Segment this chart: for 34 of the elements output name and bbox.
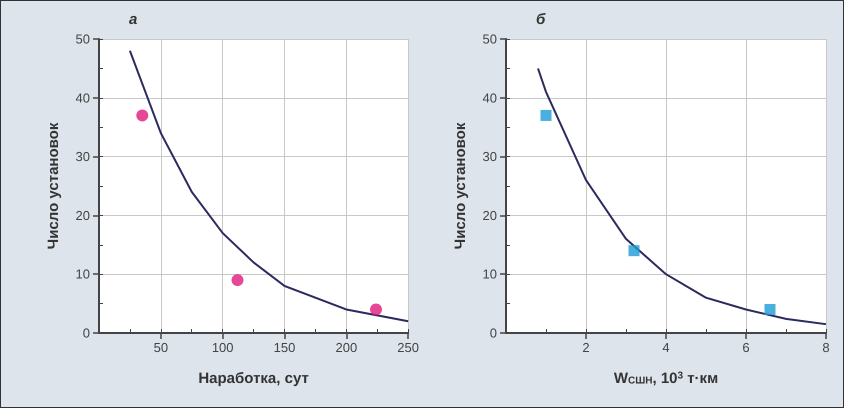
x-tick-label: 250 xyxy=(397,340,420,355)
x-axis-title: Наработка, сут xyxy=(198,370,309,387)
y-tick-label: 50 xyxy=(482,32,497,46)
line-series xyxy=(537,67,827,326)
line-series xyxy=(128,50,410,322)
y-tick-label: 10 xyxy=(76,266,90,282)
chart-title: а xyxy=(129,11,138,28)
point xyxy=(764,304,776,315)
x-tick-label: 2 xyxy=(582,340,590,355)
y-axis-title: Число установок xyxy=(45,122,62,250)
y-tick-label: 40 xyxy=(482,90,497,106)
point xyxy=(628,245,640,256)
y-tick-label: 20 xyxy=(76,208,90,223)
point xyxy=(136,109,148,122)
x-tick-label: 6 xyxy=(742,340,750,355)
x-tick-label: 50 xyxy=(154,340,168,355)
y-tick-label: 20 xyxy=(482,208,497,223)
y-tick-label: 50 xyxy=(76,32,90,46)
x-tick-label: 8 xyxy=(822,340,830,355)
y-tick-label: 30 xyxy=(76,149,90,164)
y-tick-label: 40 xyxy=(76,90,90,106)
point xyxy=(370,303,382,316)
chart-title: б xyxy=(536,11,546,28)
x-tick-label: 4 xyxy=(662,340,670,355)
point xyxy=(232,274,244,286)
y-axis-title: Число установок xyxy=(452,122,469,250)
x-tick-label: 100 xyxy=(212,340,234,355)
point xyxy=(540,110,552,121)
x-tick-label: 150 xyxy=(274,340,296,355)
y-tick-label: 10 xyxy=(482,266,497,282)
x-tick-label: 200 xyxy=(335,340,358,355)
y-tick-label: 0 xyxy=(490,326,497,340)
y-tick-label: 0 xyxy=(82,326,90,340)
y-tick-label: 30 xyxy=(482,149,497,164)
